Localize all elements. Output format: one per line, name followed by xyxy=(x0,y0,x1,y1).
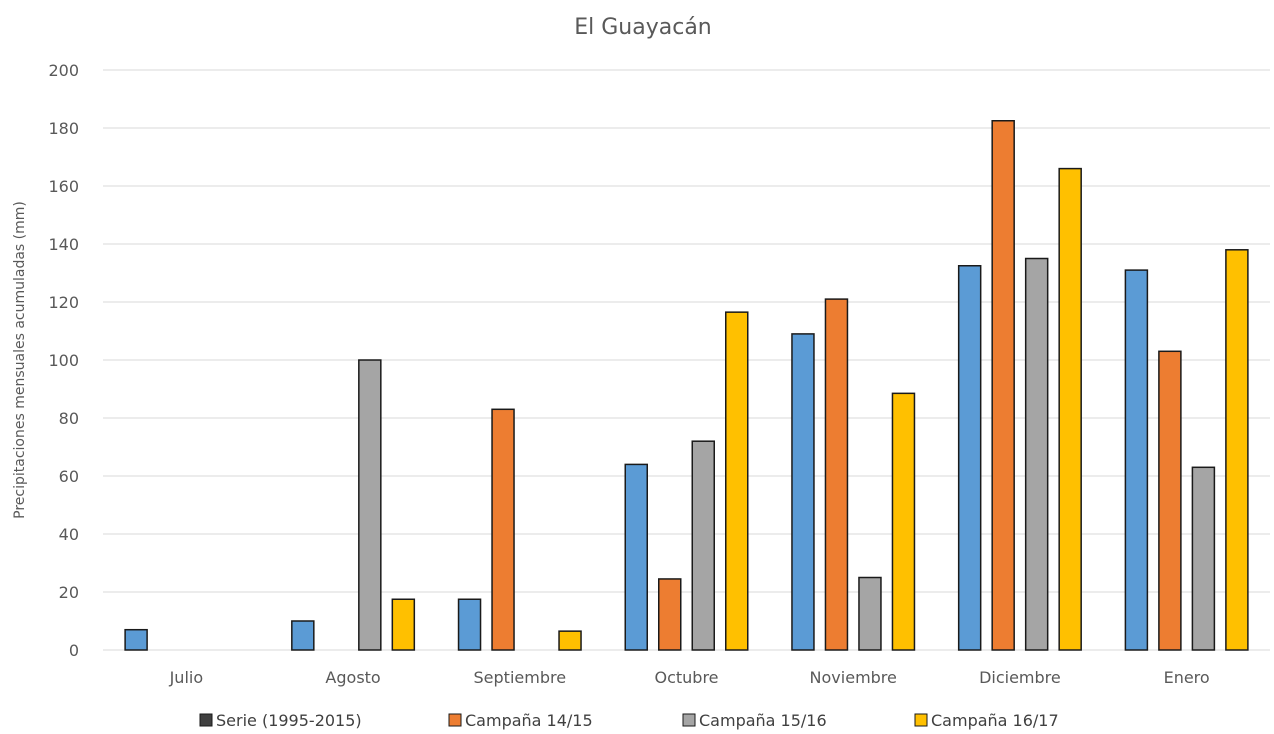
x-tick-label: Diciembre xyxy=(979,668,1061,687)
bar-diciembre-series-3 xyxy=(1024,257,1049,651)
bar-octubre-series-3 xyxy=(691,440,715,651)
bar-octubre-series-2 xyxy=(658,578,682,651)
bar-noviembre-series-1 xyxy=(791,333,815,651)
y-tick-label: 40 xyxy=(59,525,79,544)
legend: Serie (1995-2015) Campaña 14/15 Campaña 15… xyxy=(199,711,1059,730)
bar-septiembre-series-1 xyxy=(457,598,482,651)
bar-enero-series-3 xyxy=(1191,466,1216,651)
bar-noviembre-series-2 xyxy=(824,298,849,651)
bar-agosto-series-4 xyxy=(391,598,416,651)
x-tick-labels: Julio Agosto Septiembre Octubre Noviembre Dic… xyxy=(169,668,1210,687)
legend-label: Campaña 15/16 xyxy=(699,711,827,730)
bar-enero-series-1 xyxy=(1124,269,1149,651)
bar-agosto-series-3 xyxy=(358,359,382,651)
x-tick-label: Octubre xyxy=(654,668,718,687)
y-tick-label: 0 xyxy=(69,641,79,660)
x-tick-label: Enero xyxy=(1164,668,1210,687)
y-tick-label: 80 xyxy=(59,409,79,428)
y-tick-label: 120 xyxy=(48,293,79,312)
x-tick-label: Julio xyxy=(169,668,204,687)
legend-label: Campaña 16/17 xyxy=(931,711,1059,730)
y-tick-label: 20 xyxy=(59,583,79,602)
y-tick-label: 160 xyxy=(48,177,79,196)
y-tick-label: 140 xyxy=(48,235,79,254)
y-tick-label: 60 xyxy=(59,467,79,486)
bar-enero-series-2 xyxy=(1158,350,1182,651)
bar-enero-series-4 xyxy=(1225,249,1249,651)
x-tick-label: Agosto xyxy=(325,668,380,687)
y-tick-label: 100 xyxy=(48,351,79,370)
y-tick-label: 180 xyxy=(48,119,79,138)
bar-diciembre-series-1 xyxy=(957,265,982,651)
legend-swatch xyxy=(914,713,928,727)
bar-octubre-series-1 xyxy=(624,463,648,651)
bar-diciembre-series-4 xyxy=(1058,167,1082,651)
legend-swatch xyxy=(448,713,462,727)
legend-label: Campaña 14/15 xyxy=(465,711,593,730)
legend-swatch xyxy=(199,713,213,727)
y-axis-title: Precipitaciones mensuales acumuladas (mm… xyxy=(12,201,28,519)
bar-septiembre-series-4 xyxy=(558,630,582,651)
bar-diciembre-series-2 xyxy=(991,120,1015,651)
x-tick-label: Septiembre xyxy=(474,668,567,687)
bar-julio-series-1 xyxy=(124,628,148,651)
bar-octubre-series-4 xyxy=(725,311,749,651)
y-tick-labels: 0 20 40 60 80 100 120 140 160 180 200 xyxy=(48,61,79,660)
bar-noviembre-series-3 xyxy=(858,576,882,651)
bar-septiembre-series-2 xyxy=(491,408,515,651)
grid xyxy=(103,69,1270,651)
legend-label: Serie (1995-2015) xyxy=(216,711,362,730)
legend-swatch xyxy=(682,713,696,727)
bar-noviembre-series-4 xyxy=(891,392,916,651)
bars xyxy=(124,120,1249,651)
chart-title: El Guayacán xyxy=(574,15,712,40)
y-tick-label: 200 xyxy=(48,61,79,80)
x-tick-label: Noviembre xyxy=(810,668,897,687)
bar-agosto-series-1 xyxy=(291,620,315,651)
